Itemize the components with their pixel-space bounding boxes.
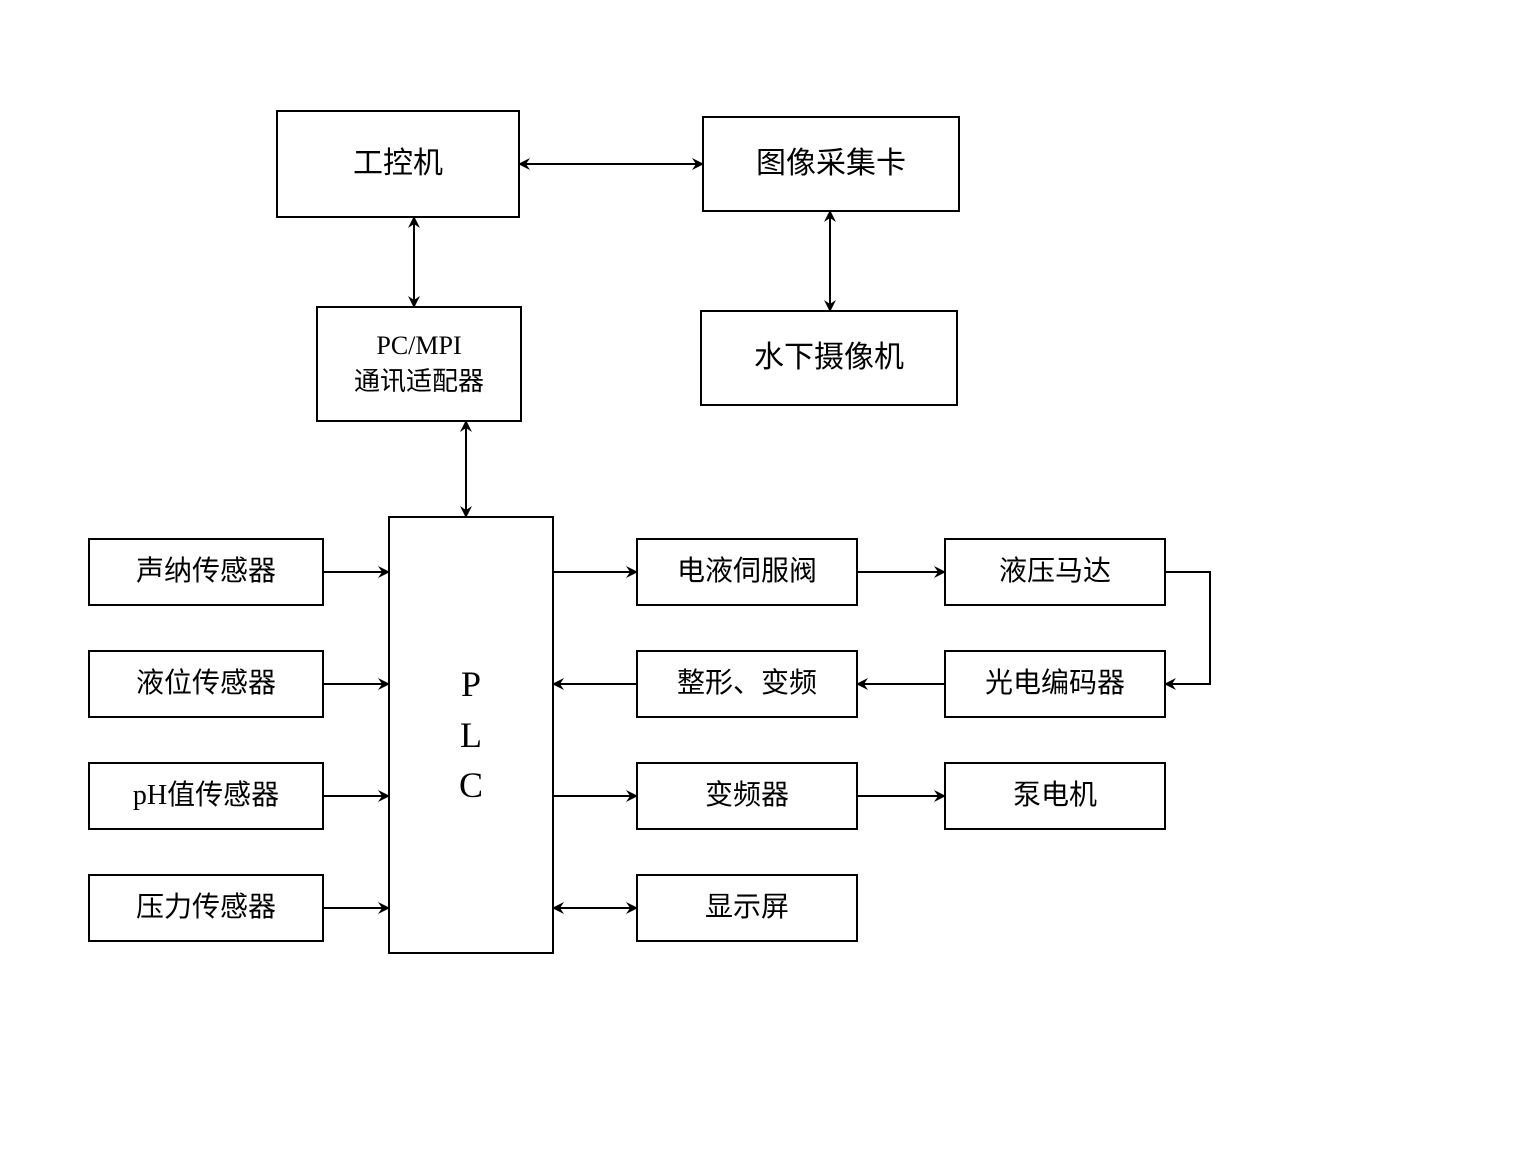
node-vfd: 变频器 (636, 762, 858, 830)
node-press: 压力传感器 (88, 874, 324, 942)
node-encoder: 光电编码器 (944, 650, 1166, 718)
node-ipc: 工控机 (276, 110, 520, 218)
node-pcmpi: PC/MPI 通讯适配器 (316, 306, 522, 422)
node-ph: pH值传感器 (88, 762, 324, 830)
node-level: 液位传感器 (88, 650, 324, 718)
node-shaping: 整形、变频 (636, 650, 858, 718)
node-pump: 泵电机 (944, 762, 1166, 830)
node-display: 显示屏 (636, 874, 858, 942)
node-uwcam: 水下摄像机 (700, 310, 958, 406)
node-plc: P L C (388, 516, 554, 954)
node-imgcard: 图像采集卡 (702, 116, 960, 212)
node-sonar: 声纳传感器 (88, 538, 324, 606)
node-hydmotor: 液压马达 (944, 538, 1166, 606)
node-servo: 电液伺服阀 (636, 538, 858, 606)
